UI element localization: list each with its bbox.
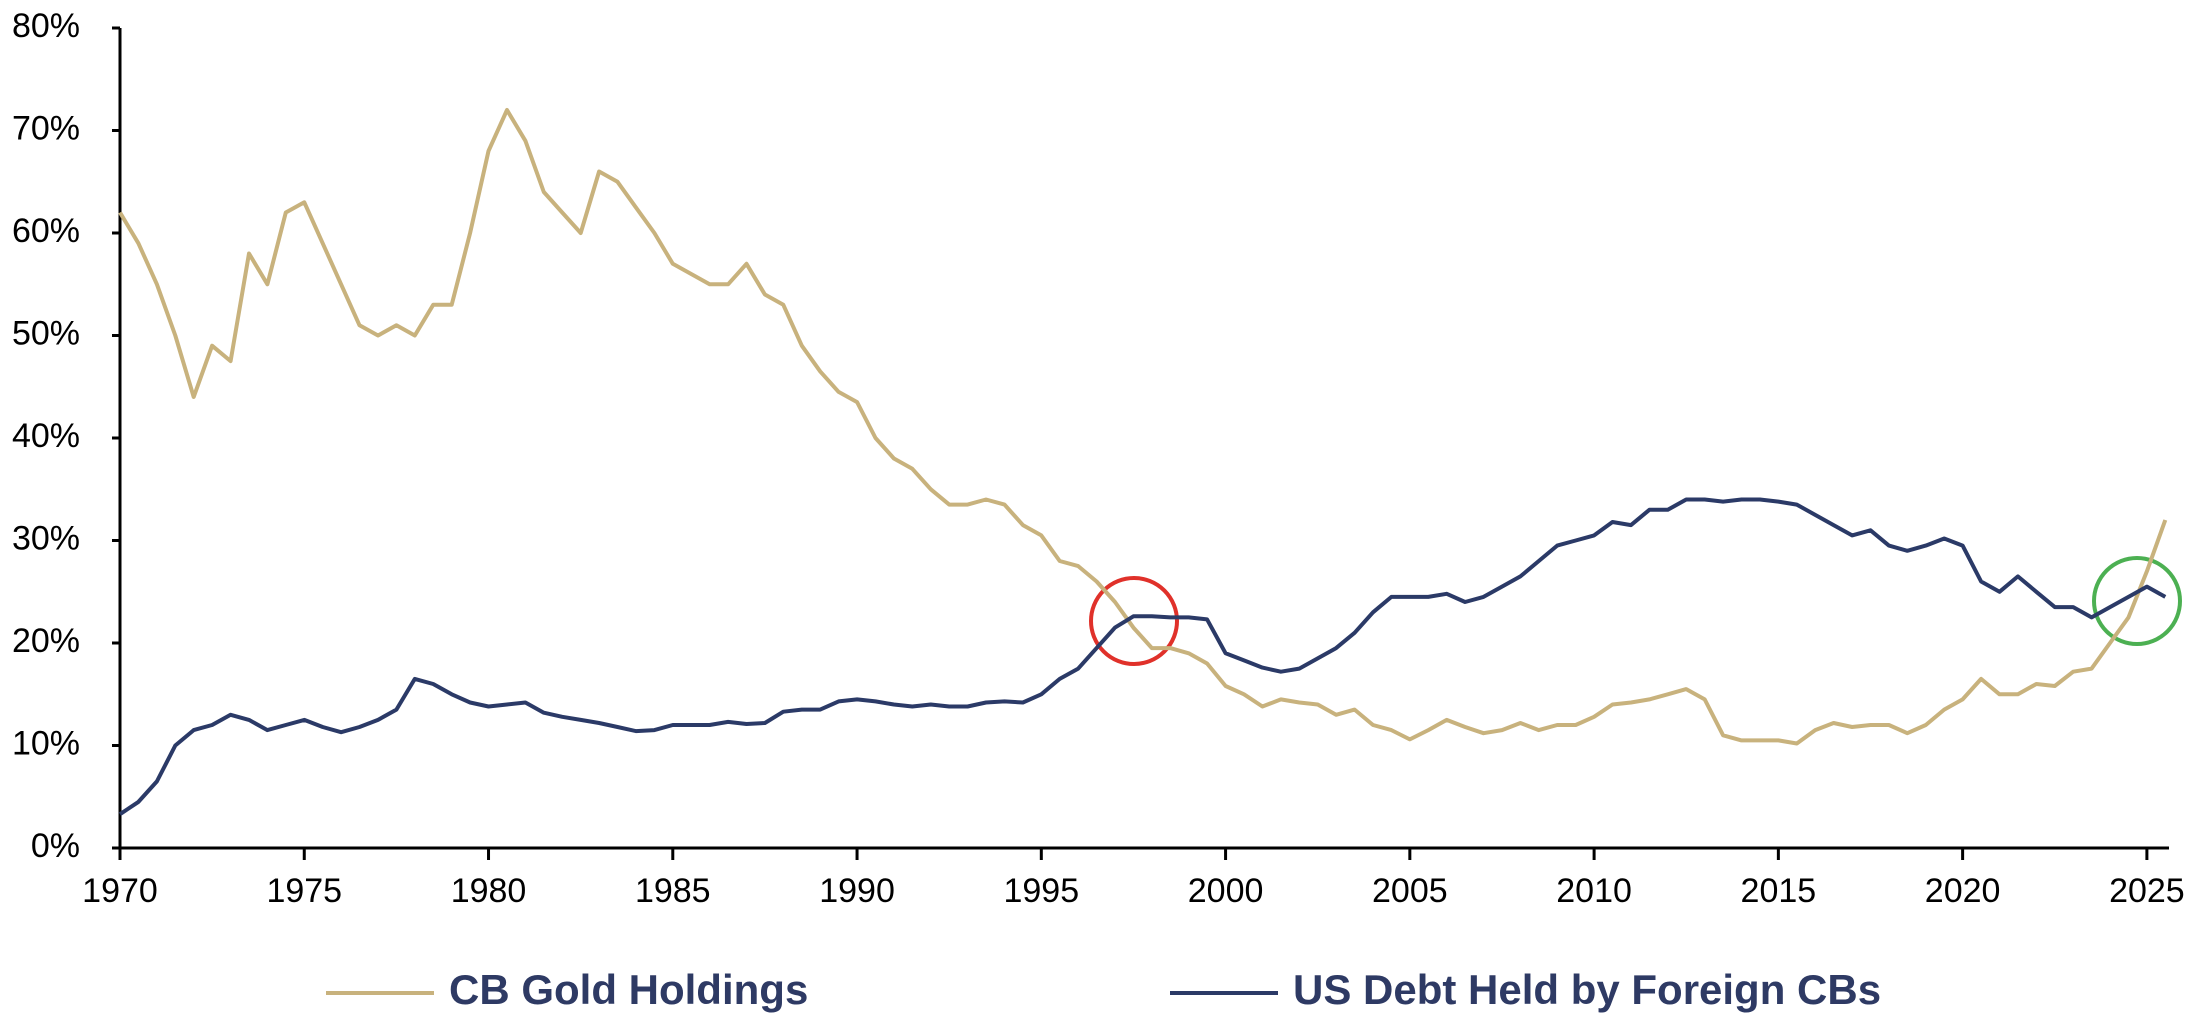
highlight-circle [1089,576,1179,666]
series-line [118,108,2168,746]
x-tick-label: 2015 [1741,872,1817,910]
series-line [118,497,2167,816]
y-tick-label: 10% [12,724,80,762]
x-tick-label: 2020 [1925,872,2001,910]
y-tick-label: 50% [12,314,80,352]
x-tick-label: 1990 [819,872,895,910]
x-tick-label: 2025 [2109,872,2185,910]
legend-label: US Debt Held by Foreign CBs [1293,966,1881,1013]
highlight-circle [2092,556,2182,646]
y-tick-label: 80% [12,7,80,45]
x-tick-label: 1980 [451,872,527,910]
y-tick-label: 60% [12,212,80,250]
x-tick-label: 2000 [1188,872,1264,910]
x-tick-label: 1985 [635,872,711,910]
x-tick-label: 2010 [1556,872,1632,910]
y-tick-label: 30% [12,519,80,557]
y-tick-label: 0% [31,827,80,865]
y-tick-label: 70% [12,109,80,147]
x-tick-label: 1970 [82,872,158,910]
legend-label: CB Gold Holdings [449,966,808,1013]
y-tick-label: 40% [12,417,80,455]
x-tick-label: 1975 [266,872,342,910]
x-tick-label: 2005 [1372,872,1448,910]
y-tick-label: 20% [12,622,80,660]
x-tick-label: 1995 [1003,872,1079,910]
